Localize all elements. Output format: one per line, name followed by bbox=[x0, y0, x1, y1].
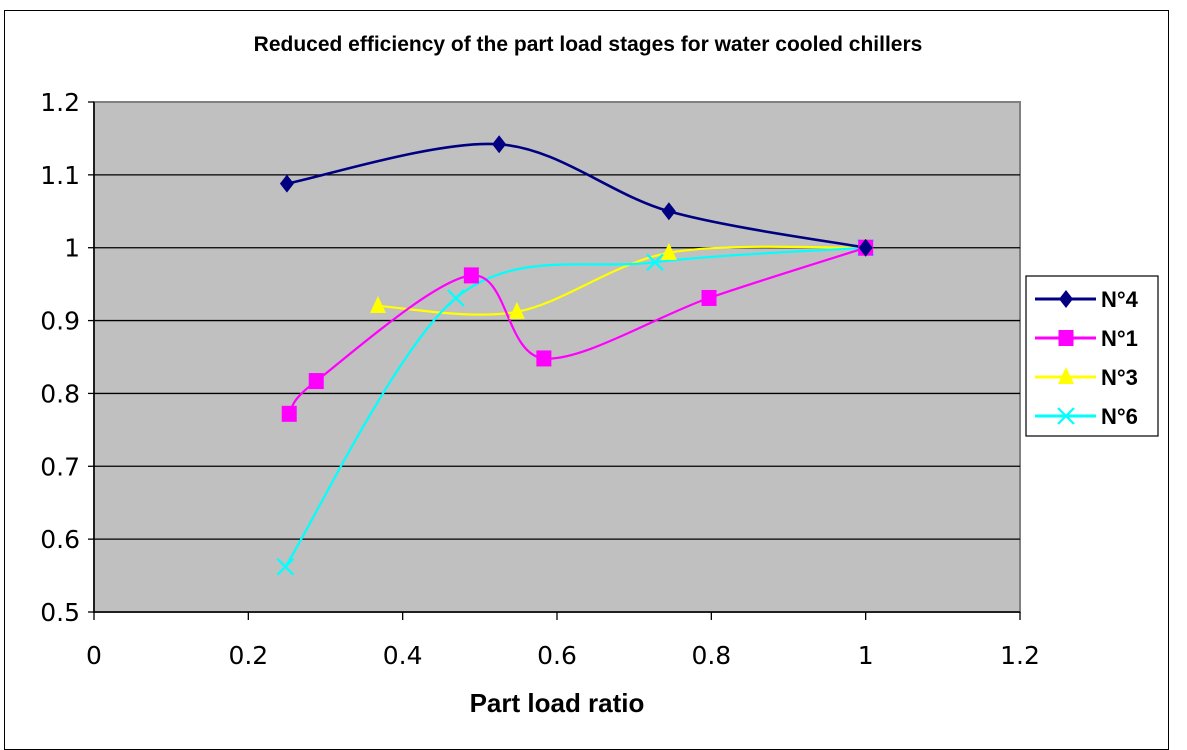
legend-marker-diamond bbox=[1059, 290, 1073, 308]
data-point-x bbox=[646, 253, 664, 272]
legend-marker-triangle bbox=[1058, 367, 1074, 384]
legend-marker-square bbox=[1058, 330, 1074, 346]
series-line-x bbox=[284, 246, 866, 568]
legend-box bbox=[1025, 275, 1159, 437]
data-point-triangle bbox=[508, 301, 525, 319]
data-point-diamond bbox=[279, 174, 294, 193]
y-tick-label: 1.1 bbox=[40, 161, 80, 190]
series-line-triangle bbox=[377, 245, 866, 316]
y-tick-label: 0.6 bbox=[40, 525, 80, 554]
legend-item: N°1 bbox=[1035, 326, 1138, 351]
legend-label: N°1 bbox=[1101, 326, 1138, 351]
x-axis-label: Part load ratio bbox=[470, 688, 645, 718]
y-tick-label: 1 bbox=[64, 234, 80, 263]
legend-item: N°6 bbox=[1035, 404, 1138, 429]
y-tick-label: 0.9 bbox=[40, 307, 80, 336]
data-point-square bbox=[281, 405, 297, 422]
data-point-square bbox=[308, 373, 324, 390]
data-point-diamond bbox=[492, 135, 507, 154]
x-tick-label: 0.4 bbox=[383, 641, 423, 670]
x-tick-label: 0.2 bbox=[228, 641, 268, 670]
plot-area bbox=[93, 101, 1021, 613]
data-point-x bbox=[447, 289, 465, 307]
legend-marker-x bbox=[1057, 407, 1075, 425]
data-point-x bbox=[276, 558, 295, 576]
data-point-diamond bbox=[661, 202, 676, 221]
y-tick-label: 0.5 bbox=[40, 598, 80, 627]
legend-label: N°6 bbox=[1101, 404, 1138, 429]
y-tick-label: 1.2 bbox=[40, 88, 80, 117]
x-tick-label: 1.2 bbox=[1000, 641, 1040, 670]
x-tick-label: 0.6 bbox=[537, 641, 577, 670]
data-point-triangle bbox=[369, 296, 386, 313]
x-tick-label: 1 bbox=[858, 641, 874, 670]
data-point-square bbox=[701, 289, 717, 306]
legend-label: N°3 bbox=[1101, 365, 1138, 390]
legend-label: N°4 bbox=[1101, 287, 1139, 312]
legend-item: N°3 bbox=[1035, 365, 1138, 390]
y-tick-label: 0.8 bbox=[40, 379, 80, 408]
legend: N°4 N°1 N°3 N°6 bbox=[1025, 275, 1159, 437]
data-point-diamond bbox=[858, 238, 873, 257]
x-tick-label: 0 bbox=[86, 641, 102, 670]
chart-title: Reduced efficiency of the part load stag… bbox=[254, 33, 923, 56]
data-point-triangle bbox=[660, 242, 677, 260]
x-tick-label: 0.8 bbox=[691, 641, 731, 670]
series-line-diamond bbox=[286, 142, 866, 249]
data-point-square bbox=[463, 267, 479, 284]
data-point-square bbox=[536, 350, 552, 367]
legend-item: N°4 bbox=[1035, 287, 1139, 312]
y-tick-label: 0.7 bbox=[40, 452, 80, 481]
